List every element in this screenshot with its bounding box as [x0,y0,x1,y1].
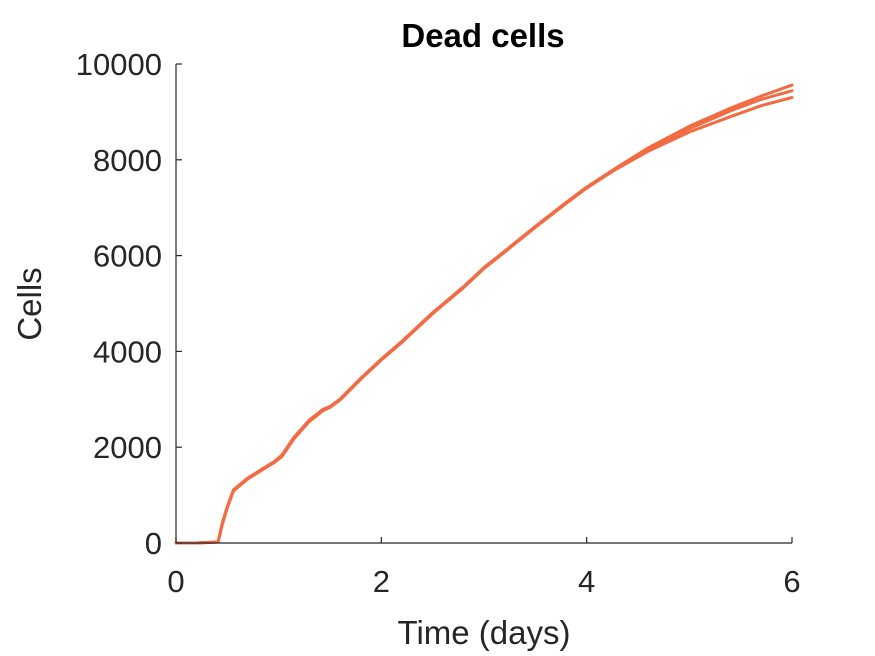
x-ticks: 0 2 4 6 [167,537,801,599]
series-line-2 [174,89,794,545]
y-ticks: 0 2000 4000 6000 8000 10000 [76,47,182,561]
y-axis-label: Cells [11,267,48,340]
x-tick-label: 4 [578,564,595,599]
plot-lines [174,83,794,545]
y-tick-label: 6000 [93,239,162,274]
y-tick-label: 4000 [93,334,162,369]
chart-title: Dead cells [401,17,564,54]
x-tick-label: 6 [783,564,800,599]
y-tick-label: 10000 [76,47,162,82]
x-tick-label: 0 [167,564,184,599]
y-tick-label: 2000 [93,430,162,465]
series-line-3 [174,83,794,545]
y-tick-label: 0 [145,526,162,561]
x-axis-label: Time (days) [398,614,571,651]
series-line-1 [174,96,794,545]
y-tick-label: 8000 [93,143,162,178]
x-tick-label: 2 [373,564,390,599]
